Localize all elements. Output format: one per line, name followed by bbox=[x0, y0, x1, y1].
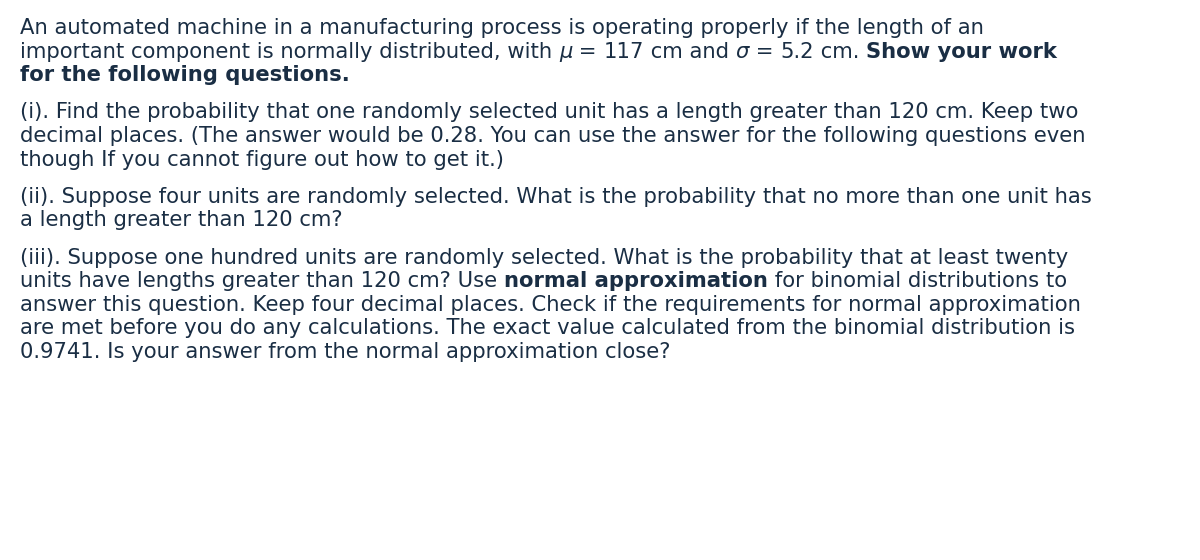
Text: (iii). Suppose one hundred units are randomly selected. What is the probability : (iii). Suppose one hundred units are ran… bbox=[20, 248, 1068, 268]
Text: for the following questions.: for the following questions. bbox=[20, 65, 349, 85]
Text: answer this question. Keep four decimal places. Check if the requirements for no: answer this question. Keep four decimal … bbox=[20, 295, 1081, 315]
Text: 5.2: 5.2 bbox=[780, 41, 814, 62]
Text: σ: σ bbox=[736, 41, 749, 62]
Text: though If you cannot figure out how to get it.): though If you cannot figure out how to g… bbox=[20, 150, 504, 170]
Text: units have lengths greater than 120 cm? Use: units have lengths greater than 120 cm? … bbox=[20, 272, 504, 292]
Text: cm and: cm and bbox=[644, 41, 736, 62]
Text: (ii). Suppose four units are randomly selected. What is the probability that no : (ii). Suppose four units are randomly se… bbox=[20, 187, 1092, 207]
Text: μ: μ bbox=[559, 41, 572, 62]
Text: a length greater than 120 cm?: a length greater than 120 cm? bbox=[20, 211, 343, 231]
Text: cm.: cm. bbox=[814, 41, 866, 62]
Text: An automated machine in a manufacturing process is operating properly if the len: An automated machine in a manufacturing … bbox=[20, 18, 984, 38]
Text: Show your work: Show your work bbox=[866, 41, 1057, 62]
Text: (i). Find the probability that one randomly selected unit has a length greater t: (i). Find the probability that one rando… bbox=[20, 102, 1079, 123]
Text: normal approximation: normal approximation bbox=[504, 272, 768, 292]
Text: =: = bbox=[749, 41, 780, 62]
Text: 0.9741. Is your answer from the normal approximation close?: 0.9741. Is your answer from the normal a… bbox=[20, 342, 671, 362]
Text: decimal places. (The answer would be 0.28. You can use the answer for the follow: decimal places. (The answer would be 0.2… bbox=[20, 126, 1086, 146]
Text: for binomial distributions to: for binomial distributions to bbox=[768, 272, 1067, 292]
Text: =: = bbox=[572, 41, 604, 62]
Text: 117: 117 bbox=[604, 41, 644, 62]
Text: important component is normally distributed, with: important component is normally distribu… bbox=[20, 41, 559, 62]
Text: are met before you do any calculations. The exact value calculated from the bino: are met before you do any calculations. … bbox=[20, 319, 1075, 338]
